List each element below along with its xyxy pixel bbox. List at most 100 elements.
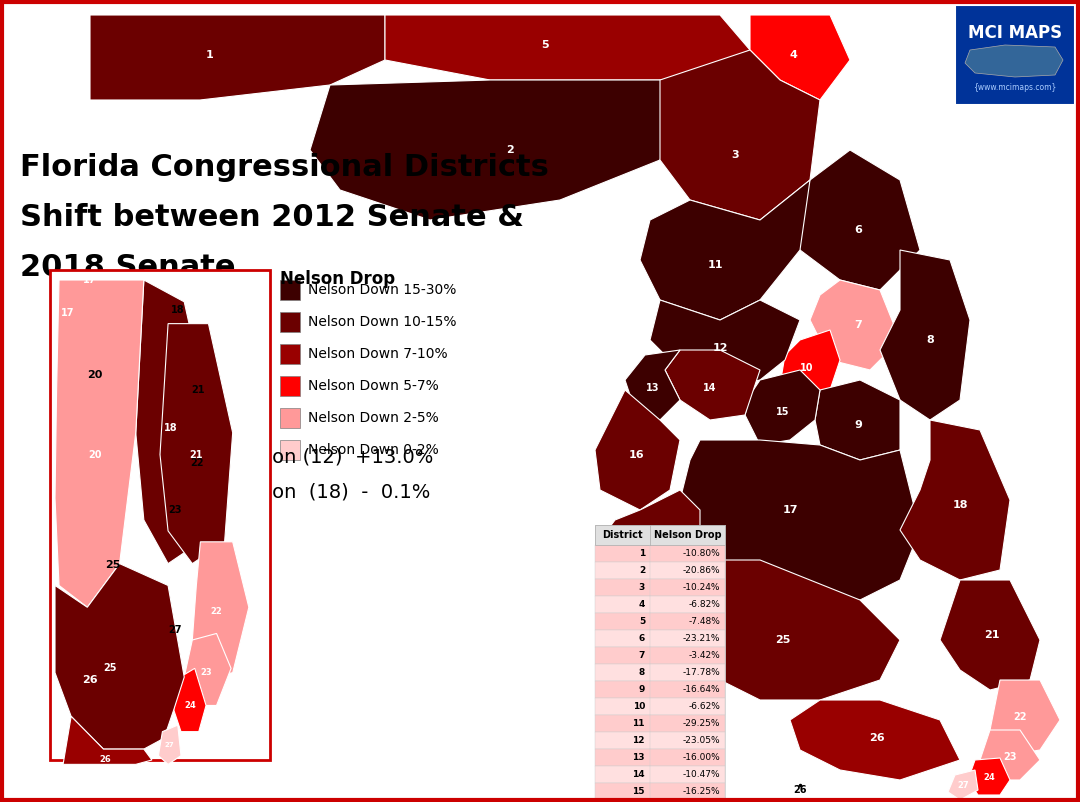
Text: -16.00%: -16.00% [683, 753, 720, 762]
Bar [595, 545, 725, 562]
Text: 21: 21 [984, 630, 1000, 640]
Polygon shape [966, 45, 1063, 77]
Text: -17.78%: -17.78% [683, 668, 720, 677]
Polygon shape [665, 350, 760, 420]
Polygon shape [980, 730, 1040, 780]
Text: Nelson Down 0-2%: Nelson Down 0-2% [308, 443, 438, 457]
Text: Nelson (12)  +13.0%: Nelson (12) +13.0% [230, 448, 433, 467]
Text: Nelson Drop: Nelson Drop [653, 530, 721, 540]
Text: 22: 22 [1013, 712, 1027, 722]
Polygon shape [174, 668, 206, 731]
Bar [280, 408, 300, 428]
Text: 15: 15 [777, 407, 789, 417]
Bar [955, 5, 1075, 105]
Bar [595, 630, 725, 647]
Text: 24: 24 [983, 773, 995, 783]
Text: 7: 7 [854, 320, 862, 330]
Text: Nelson Drop: Nelson Drop [280, 270, 395, 288]
Text: -23.21%: -23.21% [683, 634, 720, 643]
Bar [595, 715, 725, 732]
Text: 26: 26 [793, 785, 807, 795]
Polygon shape [55, 564, 185, 749]
Bar [595, 525, 725, 802]
Bar [595, 579, 725, 596]
Bar [595, 613, 725, 630]
Text: -29.25%: -29.25% [683, 719, 720, 728]
Text: 10: 10 [633, 702, 645, 711]
Bar [280, 440, 300, 460]
Text: Nelson  (18)  -  0.1%: Nelson (18) - 0.1% [230, 483, 430, 501]
Polygon shape [968, 758, 1010, 795]
Text: 17: 17 [62, 308, 75, 318]
Polygon shape [680, 440, 920, 600]
Text: Shift between 2012 Senate &: Shift between 2012 Senate & [21, 203, 524, 232]
Text: 22: 22 [211, 607, 222, 616]
Text: -20.86%: -20.86% [683, 566, 720, 575]
Polygon shape [192, 542, 248, 677]
Text: 23: 23 [1003, 752, 1016, 762]
Bar [595, 664, 725, 681]
Text: ~: ~ [1011, 65, 1020, 75]
Polygon shape [625, 350, 680, 420]
Text: MCI MAPS: MCI MAPS [968, 24, 1062, 42]
Bar [595, 749, 725, 766]
Text: 26: 26 [82, 675, 98, 685]
Text: District: District [603, 530, 643, 540]
Text: 22: 22 [190, 458, 204, 468]
Text: 2018 Senate: 2018 Senate [21, 253, 235, 282]
Polygon shape [650, 300, 800, 390]
Text: 16: 16 [630, 450, 645, 460]
Text: 27: 27 [957, 780, 969, 789]
Polygon shape [384, 15, 750, 80]
Text: 2: 2 [507, 145, 514, 155]
Text: 3: 3 [638, 583, 645, 592]
Text: 25: 25 [106, 560, 121, 570]
Text: 12: 12 [712, 343, 728, 353]
Polygon shape [745, 370, 820, 445]
Polygon shape [600, 490, 700, 590]
Polygon shape [660, 560, 900, 700]
Text: -3.42%: -3.42% [688, 651, 720, 660]
Text: 6: 6 [638, 634, 645, 643]
Polygon shape [55, 280, 144, 607]
Text: 27: 27 [165, 742, 175, 747]
Polygon shape [815, 380, 900, 460]
Text: 13: 13 [646, 383, 660, 393]
Polygon shape [789, 700, 960, 780]
Text: Nelson Down 7-10%: Nelson Down 7-10% [308, 347, 447, 361]
Polygon shape [185, 634, 231, 706]
Text: {www.mcimaps.com}: {www.mcimaps.com} [973, 83, 1056, 91]
Text: 15: 15 [633, 787, 645, 796]
Text: 26: 26 [869, 733, 885, 743]
Text: 20: 20 [89, 450, 103, 460]
Text: 24: 24 [184, 701, 195, 710]
Bar [280, 344, 300, 364]
Bar [595, 525, 725, 545]
Text: 11: 11 [707, 260, 723, 270]
Polygon shape [940, 580, 1040, 690]
Polygon shape [948, 770, 978, 800]
Text: 6: 6 [854, 225, 862, 235]
Text: 13: 13 [633, 753, 645, 762]
Text: 9: 9 [638, 685, 645, 694]
Text: Nelson Down 10-15%: Nelson Down 10-15% [308, 315, 457, 329]
Text: 14: 14 [703, 383, 717, 393]
Text: 5: 5 [638, 617, 645, 626]
Text: 17: 17 [782, 505, 798, 515]
Text: Nelson Down 2-5%: Nelson Down 2-5% [308, 411, 438, 425]
Polygon shape [990, 680, 1059, 755]
Text: 12: 12 [633, 736, 645, 745]
Text: -10.24%: -10.24% [683, 583, 720, 592]
Text: Nelson Down 15-30%: Nelson Down 15-30% [308, 283, 457, 297]
Text: 18: 18 [953, 500, 968, 510]
Bar [595, 783, 725, 800]
Polygon shape [90, 15, 384, 100]
Text: 1: 1 [206, 50, 214, 60]
Text: 21: 21 [191, 385, 205, 395]
Text: -16.64%: -16.64% [683, 685, 720, 694]
Polygon shape [63, 716, 152, 764]
Bar [595, 681, 725, 698]
Text: 20: 20 [87, 370, 103, 380]
Text: -10.47%: -10.47% [683, 770, 720, 779]
Bar [595, 698, 725, 715]
